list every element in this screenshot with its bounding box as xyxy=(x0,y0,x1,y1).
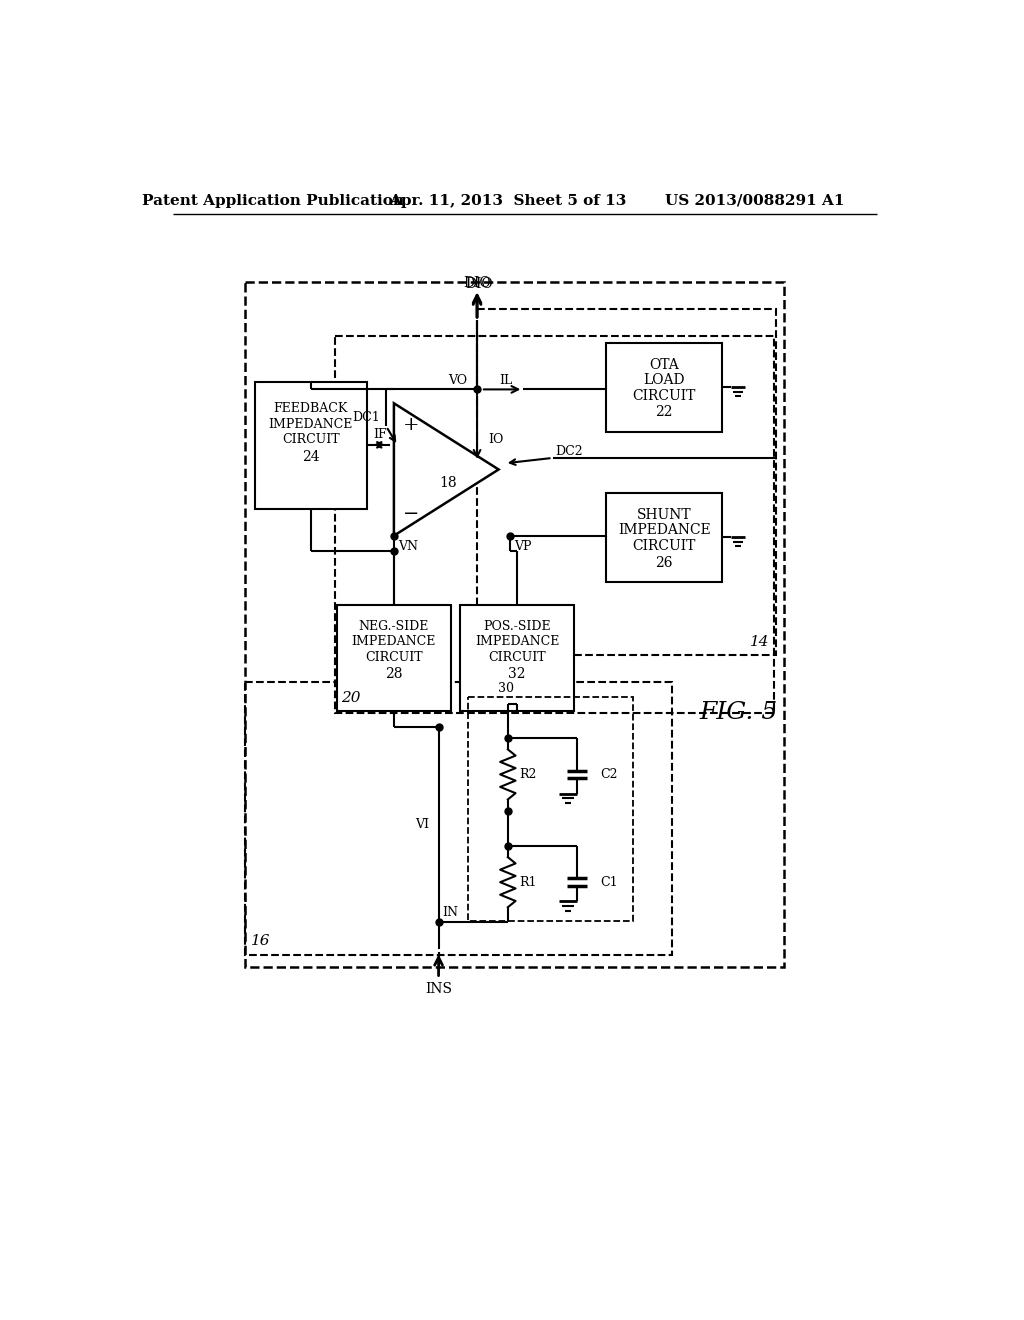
Text: IMPEDANCE: IMPEDANCE xyxy=(351,635,436,648)
Text: IL: IL xyxy=(500,374,513,387)
Text: INS: INS xyxy=(425,982,452,997)
Text: VP: VP xyxy=(514,540,531,553)
Text: Patent Application Publication: Patent Application Publication xyxy=(142,194,404,207)
Text: VN: VN xyxy=(397,540,418,553)
Text: C2: C2 xyxy=(600,768,617,781)
Polygon shape xyxy=(255,381,367,508)
Text: IMPEDANCE: IMPEDANCE xyxy=(617,523,711,537)
Text: FEEDBACK: FEEDBACK xyxy=(273,403,348,416)
Polygon shape xyxy=(606,343,722,432)
Text: VI: VI xyxy=(416,818,429,832)
Text: SHUNT: SHUNT xyxy=(637,508,691,521)
Text: CIRCUIT: CIRCUIT xyxy=(633,388,696,403)
Text: 14: 14 xyxy=(751,635,770,649)
Text: 24: 24 xyxy=(302,450,319,465)
Text: IF: IF xyxy=(373,428,387,441)
Text: IN: IN xyxy=(442,907,459,920)
Text: 20: 20 xyxy=(341,692,360,705)
Text: FIG. 5: FIG. 5 xyxy=(699,701,778,725)
Text: 16: 16 xyxy=(251,933,270,948)
Text: CIRCUIT: CIRCUIT xyxy=(366,651,423,664)
Polygon shape xyxy=(460,605,574,711)
Text: Apr. 11, 2013  Sheet 5 of 13: Apr. 11, 2013 Sheet 5 of 13 xyxy=(389,194,627,207)
Polygon shape xyxy=(606,494,722,582)
Text: 28: 28 xyxy=(385,668,402,681)
Text: −: − xyxy=(402,506,419,523)
Text: POS.-SIDE: POS.-SIDE xyxy=(483,620,551,634)
Text: IMPEDANCE: IMPEDANCE xyxy=(268,417,353,430)
Text: 30: 30 xyxy=(499,681,514,694)
Text: CIRCUIT: CIRCUIT xyxy=(488,651,546,664)
Text: CIRCUIT: CIRCUIT xyxy=(282,433,340,446)
Text: C1: C1 xyxy=(600,875,617,888)
Polygon shape xyxy=(337,605,451,711)
Text: R2: R2 xyxy=(519,768,537,781)
Text: VO: VO xyxy=(449,374,467,387)
Text: DC1: DC1 xyxy=(352,411,380,424)
Text: DC2: DC2 xyxy=(556,445,584,458)
Text: DIO: DIO xyxy=(463,276,490,290)
Text: 18: 18 xyxy=(439,477,457,490)
Text: CIRCUIT: CIRCUIT xyxy=(633,539,696,553)
Text: 32: 32 xyxy=(508,668,526,681)
Text: NEG.-SIDE: NEG.-SIDE xyxy=(358,620,429,634)
Text: IMPEDANCE: IMPEDANCE xyxy=(475,635,559,648)
Text: US 2013/0088291 A1: US 2013/0088291 A1 xyxy=(665,194,844,207)
Polygon shape xyxy=(394,404,499,536)
Text: LOAD: LOAD xyxy=(643,374,685,387)
Text: IO: IO xyxy=(488,433,504,446)
Text: +: + xyxy=(402,416,419,434)
Text: 22: 22 xyxy=(655,405,673,420)
Text: 26: 26 xyxy=(655,556,673,570)
Text: R1: R1 xyxy=(519,875,537,888)
Text: DIO: DIO xyxy=(466,277,494,290)
Text: OTA: OTA xyxy=(649,358,679,372)
